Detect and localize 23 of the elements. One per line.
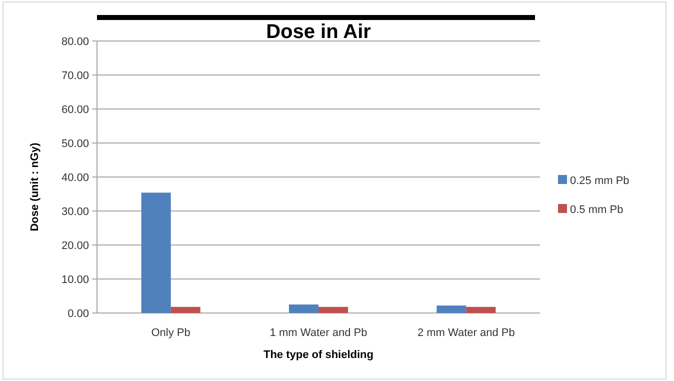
legend-label: 0.25 mm Pb xyxy=(570,174,630,187)
legend-label: 0.5 mm Pb xyxy=(570,204,624,216)
y-tick-label: 80.00 xyxy=(61,36,89,48)
y-tick-label: 30.00 xyxy=(61,206,89,218)
y-tick-label: 60.00 xyxy=(61,104,89,116)
y-tick-label: 40.00 xyxy=(61,172,89,184)
y-tick-label: 70.00 xyxy=(61,70,89,82)
y-axis-title: Dose (unit : nGy) xyxy=(29,142,41,232)
bar xyxy=(436,306,466,313)
bar xyxy=(466,306,496,313)
bar xyxy=(288,304,318,313)
y-tick-label: 50.00 xyxy=(61,138,89,150)
bar xyxy=(141,192,171,313)
x-axis-title: The type of shielding xyxy=(263,349,374,361)
bar xyxy=(318,306,348,313)
y-tick-label: 0.00 xyxy=(68,308,89,320)
y-tick-label: 20.00 xyxy=(61,240,89,252)
chart-title: Dose in Air xyxy=(266,21,372,43)
x-tick-label: Only Pb xyxy=(151,327,190,339)
x-tick-label: 2 mm Water and Pb xyxy=(417,327,515,339)
bar xyxy=(170,306,200,313)
x-tick-label: 1 mm Water and Pb xyxy=(270,327,368,339)
y-tick-label: 10.00 xyxy=(61,274,89,286)
